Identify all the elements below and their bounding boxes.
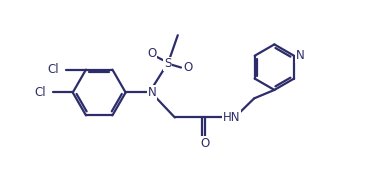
Text: O: O: [183, 61, 192, 74]
Text: Cl: Cl: [47, 63, 59, 76]
Text: N: N: [296, 49, 305, 62]
Text: N: N: [148, 86, 157, 99]
Text: HN: HN: [223, 111, 240, 124]
Text: O: O: [200, 137, 210, 150]
Text: S: S: [164, 57, 171, 70]
Text: Cl: Cl: [34, 86, 46, 99]
Text: O: O: [147, 47, 157, 60]
